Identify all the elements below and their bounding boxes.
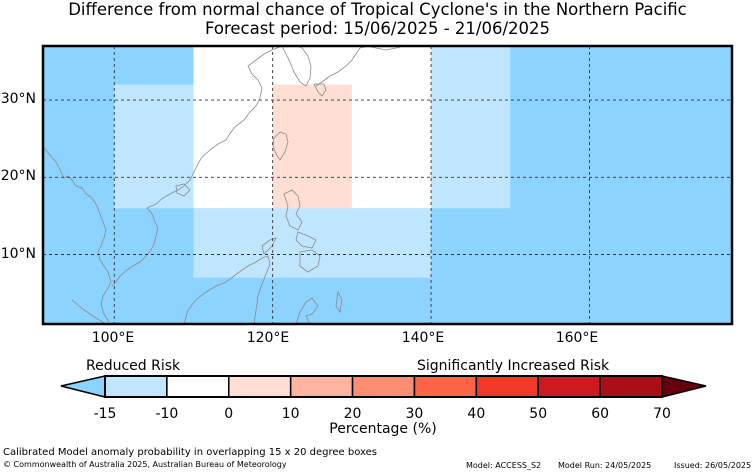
- lat-label-30n: 30°N: [0, 91, 36, 107]
- anomaly-box: [431, 46, 511, 209]
- colorbar-cell: [475, 375, 539, 398]
- footer-model-run: Model Run: 24/05/2025: [558, 461, 652, 470]
- korea-coastline: [281, 45, 312, 87]
- reduced-risk-label: Reduced Risk: [86, 358, 181, 374]
- halmahera-coastline: [335, 290, 343, 314]
- anomaly-box: [114, 84, 194, 209]
- anomaly-boxes: [43, 46, 732, 324]
- colorbar-tick-label: 0: [224, 406, 234, 422]
- chart-title: Difference from normal chance of Tropica…: [68, 0, 687, 19]
- lon-label-120e: 120°E: [246, 330, 290, 346]
- footer-issued: Issued: 26/05/2025: [674, 461, 752, 470]
- colorbar-tick-label: 70: [653, 406, 671, 422]
- forecast-period: Forecast period: 15/06/2025 - 21/06/2025: [204, 19, 551, 38]
- colorbar-tick-label: 40: [467, 406, 486, 422]
- colorbar-tick-label: -10: [155, 406, 179, 422]
- footer-note: Calibrated Model anomaly probability in …: [3, 447, 378, 458]
- colorbar-cell: [289, 375, 354, 398]
- colorbar-tick-label: 60: [591, 406, 610, 422]
- lat-label-10n: 10°N: [0, 246, 36, 262]
- china-coastline: [146, 45, 283, 209]
- gridlines: [43, 46, 732, 324]
- taiwan-coastline: [272, 131, 289, 161]
- colorbar-label: Percentage (%): [329, 421, 437, 437]
- colorbar-under-arrow: [60, 375, 106, 398]
- lon-label-100e: 100°E: [91, 330, 135, 346]
- colorbar-cell: [166, 375, 230, 398]
- japan-coastline: [315, 45, 405, 87]
- colorbar-cell: [537, 375, 601, 398]
- colorbar-tick-label: 20: [343, 406, 362, 422]
- colorbar-frame: [104, 375, 663, 398]
- coastlines: [43, 45, 405, 325]
- anomaly-box: [272, 84, 352, 209]
- footer-model: Model: ACCESS_S2: [466, 461, 542, 470]
- visayas-coastline: [295, 231, 317, 249]
- footer-copyright: © Commonwealth of Australia 2025, Austra…: [3, 460, 287, 469]
- colorbar-cell: [228, 375, 292, 398]
- colorbar-tick-label: 10: [281, 406, 300, 422]
- colorbar-cell: [104, 375, 168, 398]
- mindanao-coastline: [299, 249, 321, 273]
- lon-label-160e: 160°E: [555, 330, 599, 346]
- indochina-coastline: [111, 207, 159, 287]
- asia-coastline: [43, 147, 112, 323]
- kyushu-coastline: [313, 83, 327, 97]
- sulawesi-coastline: [295, 297, 319, 325]
- colorbar-tick-label: -15: [93, 406, 117, 422]
- luzon-coastline: [283, 189, 303, 231]
- anomaly-box: [193, 208, 432, 278]
- colorbar-tick-label: 50: [529, 406, 548, 422]
- colorbar-cells: [104, 375, 663, 398]
- increased-risk-label: Significantly Increased Risk: [417, 358, 610, 374]
- colorbar-cell: [599, 375, 663, 398]
- colorbar-cell: [351, 375, 416, 398]
- colorbar-cell: [413, 375, 478, 398]
- borneo-coastline: [183, 255, 271, 325]
- lat-label-20n: 20°N: [0, 168, 36, 184]
- palawan-coastline: [261, 237, 277, 255]
- map-frame: [41, 44, 734, 326]
- lon-label-140e: 140°E: [401, 330, 445, 346]
- hainan-coastline: [175, 183, 191, 197]
- colorbar-over-arrow: [661, 375, 707, 398]
- colorbar-tick-label: 30: [405, 406, 424, 422]
- sumatra-coastline: [71, 299, 107, 325]
